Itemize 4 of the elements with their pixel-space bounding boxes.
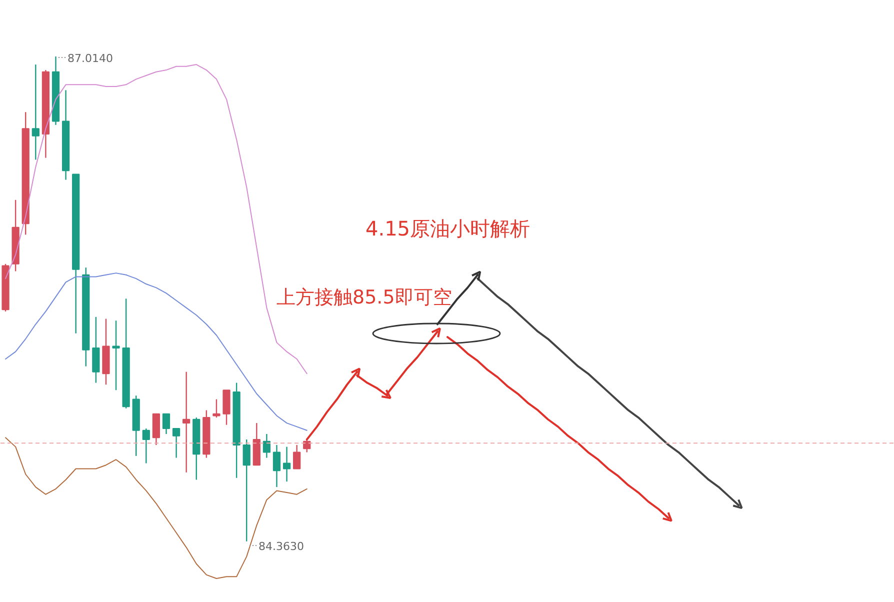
annotation: 84.3630 xyxy=(258,540,304,553)
annotation: 上方接触85.5即可空 xyxy=(276,286,452,308)
text: 4.15原油小时解析 xyxy=(366,216,530,240)
annotation: 87.0140 xyxy=(68,52,113,65)
